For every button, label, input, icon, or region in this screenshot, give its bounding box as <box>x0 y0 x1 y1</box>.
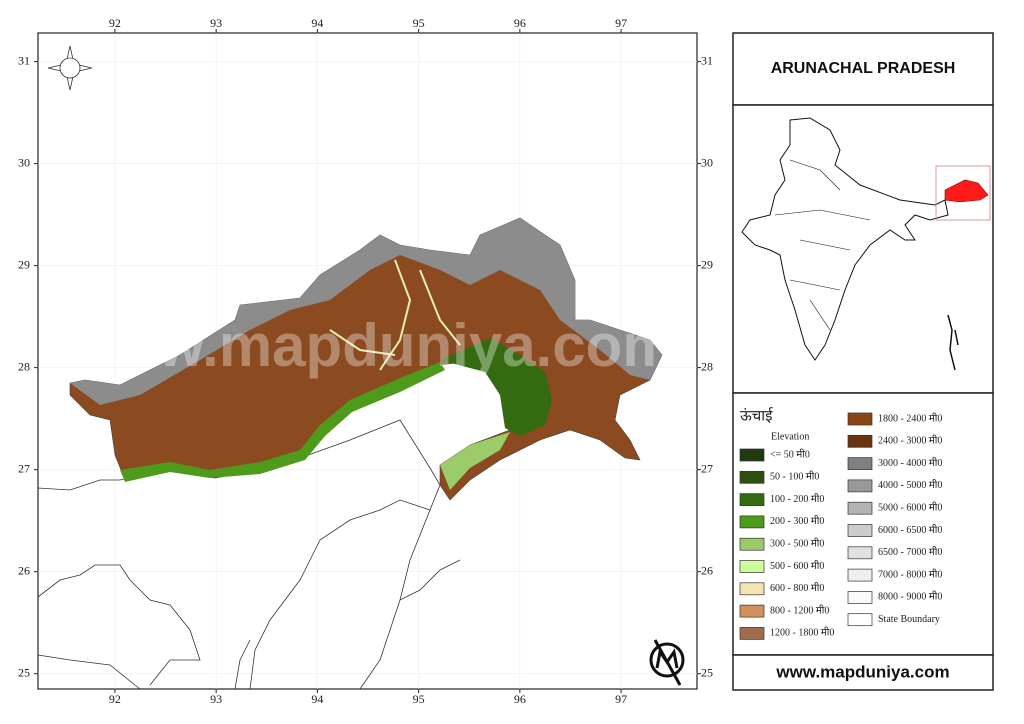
legend-label: 300 - 500 मी0 <box>770 537 824 549</box>
legend-items: <= 50 मी0 50 - 100 मी0 100 - 200 मी0 200 - … <box>739 412 942 640</box>
legend-label: 4000 - 5000 मी0 <box>878 479 942 491</box>
coordinate-ticks: 92 92 93 93 94 94 95 95 96 96 97 97 25 25 26 26 27 27 28 28… <box>18 16 713 706</box>
legend-swatch <box>847 501 873 515</box>
legend-label: 6000 - 6500 मी0 <box>878 524 942 536</box>
legend-swatch <box>847 546 873 560</box>
x-tick-label: 94 <box>311 16 323 30</box>
y-tick-label: 27 <box>701 461 713 475</box>
state-boundaries <box>37 419 461 690</box>
logo <box>649 639 685 686</box>
x-tick-label: 92 <box>109 692 121 706</box>
x-tick-label: 93 <box>210 16 222 30</box>
legend-label: 50 - 100 मी0 <box>770 471 819 483</box>
islands <box>947 314 959 371</box>
website-box <box>732 654 994 691</box>
x-tick-label: 93 <box>210 692 222 706</box>
highlight-state <box>944 179 989 203</box>
compass <box>47 45 93 91</box>
legend-swatch <box>847 591 873 604</box>
y-tick-label: 31 <box>18 53 30 67</box>
legend-label: 2400 - 3000 मी0 <box>878 435 942 447</box>
legend-swatch <box>739 470 765 484</box>
legend-swatch <box>739 448 765 462</box>
x-tick-label: 95 <box>413 692 425 706</box>
x-tick-label: 92 <box>109 16 121 30</box>
legend-label: 6500 - 7000 मी0 <box>878 546 942 558</box>
x-tick-label: 96 <box>514 692 526 706</box>
legend-swatch <box>847 479 873 493</box>
legend-swatch <box>739 560 765 573</box>
y-tick-label: 25 <box>18 665 30 679</box>
legend-label: 800 - 1200 मी0 <box>770 604 829 616</box>
legend-label: 5000 - 6000 मी0 <box>878 501 942 513</box>
legend-label: 500 - 600 मी0 <box>770 560 824 572</box>
legend-swatch <box>847 457 873 470</box>
legend-swatch <box>847 568 873 582</box>
title-box <box>732 32 994 106</box>
x-tick-label: 97 <box>615 692 627 706</box>
y-tick-label: 30 <box>701 155 713 169</box>
y-tick-label: 31 <box>701 53 713 67</box>
legend-label: 100 - 200 मी0 <box>770 493 824 505</box>
y-tick-label: 28 <box>18 359 30 373</box>
legend-swatch <box>847 524 873 537</box>
legend-swatch <box>847 613 873 627</box>
watermark: www.mapduniya.com <box>63 312 675 379</box>
y-tick-label: 26 <box>701 563 713 577</box>
india-outline <box>741 117 949 361</box>
y-tick-label: 29 <box>701 257 713 271</box>
legend-label: 7000 - 8000 मी0 <box>878 568 942 580</box>
legend-subtitle: Elevation <box>771 431 809 442</box>
legend-label: <= 50 मी0 <box>770 448 810 460</box>
y-tick-label: 29 <box>18 257 30 271</box>
rivers <box>329 259 461 371</box>
legend-label: 600 - 800 मी0 <box>770 582 824 594</box>
legend-label: 1800 - 2400 मी0 <box>878 412 942 424</box>
legend-label: 8000 - 9000 मी0 <box>878 591 942 603</box>
foothills-east <box>440 432 510 490</box>
legend-label: 200 - 300 मी0 <box>770 515 824 527</box>
legend-swatch <box>739 515 765 529</box>
inset-states <box>774 159 871 331</box>
high-elevation <box>70 218 662 405</box>
y-tick-label: 28 <box>701 359 713 373</box>
y-tick-label: 25 <box>701 665 713 679</box>
legend-swatch <box>739 493 765 506</box>
foothills <box>120 362 445 482</box>
legend-swatch <box>739 627 765 640</box>
valley <box>440 338 552 436</box>
highlight-box <box>935 165 991 221</box>
x-tick-label: 95 <box>413 16 425 30</box>
legend-swatch <box>739 537 765 551</box>
legend-title: ऊंचाई <box>740 406 774 424</box>
legend-label: 1200 - 1800 मी0 <box>770 627 834 639</box>
website: www.mapduniya.com <box>775 662 949 681</box>
x-tick-label: 97 <box>615 16 627 30</box>
legend-label: 3000 - 4000 मी0 <box>878 457 942 469</box>
y-tick-label: 26 <box>18 563 30 577</box>
legend-swatch <box>847 412 873 426</box>
title: ARUNACHAL PRADESH <box>771 60 956 77</box>
legend-swatch <box>739 604 765 618</box>
inset-map <box>741 117 991 371</box>
y-tick-label: 30 <box>18 155 30 169</box>
legend-swatch <box>847 434 873 448</box>
legend-label: State Boundary <box>878 614 940 625</box>
x-tick-label: 94 <box>311 692 323 706</box>
map-area: www.mapduniya.com <box>37 32 698 690</box>
x-tick-label: 96 <box>514 16 526 30</box>
legend-swatch <box>739 582 765 596</box>
y-tick-label: 27 <box>18 461 30 475</box>
